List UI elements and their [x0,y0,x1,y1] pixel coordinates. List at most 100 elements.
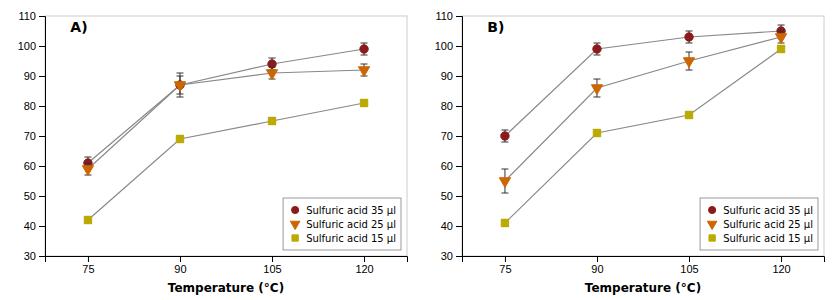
tick-label: 120 [772,263,790,275]
error-bar [84,217,91,223]
marker [174,82,185,92]
tick-label: 50 [441,190,453,202]
panel: 759010512030405060708090100110Temperatur… [18,10,408,295]
tick: 90 [174,256,186,275]
tick-label: 100 [435,40,453,52]
axis-line [463,257,825,263]
marker [358,67,369,77]
legend-marker [292,206,299,213]
tick-mark [39,46,45,47]
error-bar [686,31,693,43]
error-bar [176,136,183,142]
marker [685,111,692,118]
tick-mark [505,256,506,262]
marker [360,99,367,106]
marker [360,45,368,53]
error-bar [361,100,368,106]
tick: 110 [435,10,462,22]
marker [501,132,509,140]
tick-mark [456,106,462,107]
series [82,64,369,176]
series [499,31,786,193]
legend-box [700,198,818,250]
tick: 105 [680,256,698,275]
series-line [505,37,781,181]
tick-label: 110 [435,10,453,22]
marker [501,219,508,226]
error-bar [593,130,600,136]
tick-mark [456,76,462,77]
error-bar [269,118,276,124]
error-bar [501,220,508,226]
marker [777,45,784,52]
tick: 90 [24,70,45,82]
tick-label: 70 [24,130,36,142]
tick: 105 [263,256,281,275]
x-axis: 75 90 105 120 [463,256,825,275]
series-line [88,49,364,163]
tick-label: 60 [441,160,453,172]
tick: 120 [355,256,373,275]
legend-label: Sulfuric acid 35 μl [723,205,813,216]
x-axis-label: Temperature (°C) [585,281,701,295]
marker [683,58,694,68]
tick-mark [39,106,45,107]
tick-label: 90 [174,263,186,275]
tick: 50 [24,190,45,202]
tick: 30 [441,250,462,262]
x-axis-label: Temperature (°C) [168,281,284,295]
tick-mark [39,16,45,17]
tick-label: 30 [24,250,36,262]
tick-mark [456,166,462,167]
legend-box [283,198,401,250]
series-line [505,49,781,223]
tick: 90 [441,70,462,82]
marker [775,34,786,44]
tick-mark [456,256,462,257]
plot-area [82,43,369,224]
tick: 30 [24,250,45,262]
legend-label: Sulfuric acid 35 μl [306,205,396,216]
tick: 60 [24,160,45,172]
legend-marker [290,221,300,229]
marker [499,178,510,188]
error-bar [361,43,368,55]
tick-label: 30 [441,250,453,262]
axis-line [456,17,463,257]
tick-mark [180,256,181,262]
tick-mark [39,256,45,257]
tick-mark [88,256,89,262]
tick: 80 [24,100,45,112]
tick: 80 [441,100,462,112]
panel-label: A) [70,19,87,35]
tick: 120 [772,256,790,275]
marker [82,166,93,176]
series [501,25,785,142]
legend-label: Sulfuric acid 15 μl [306,233,396,244]
tick: 90 [591,256,603,275]
tick: 75 [82,256,94,275]
tick-mark [456,46,462,47]
tick: 40 [441,220,462,232]
tick: 70 [441,130,462,142]
tick: 70 [24,130,45,142]
error-bar [593,43,600,55]
tick: 50 [441,190,462,202]
marker [591,85,602,95]
tick-label: 100 [18,40,36,52]
tick-label: 40 [24,220,36,232]
tick: 40 [24,220,45,232]
error-bar [686,112,693,118]
tick: 100 [435,40,462,52]
tick-label: 40 [441,220,453,232]
panel: 75 90 105 120 30 40 50 60 70 80 90 100 110 Temperatur… [435,10,825,295]
tick-label: 75 [499,263,511,275]
tick: 75 [499,256,511,275]
legend-marker [707,221,717,229]
plot-frame [45,16,407,256]
panel-label: B) [487,19,504,35]
tick-label: 60 [24,160,36,172]
marker [593,45,601,53]
marker [268,117,275,124]
tick-mark [689,256,690,262]
